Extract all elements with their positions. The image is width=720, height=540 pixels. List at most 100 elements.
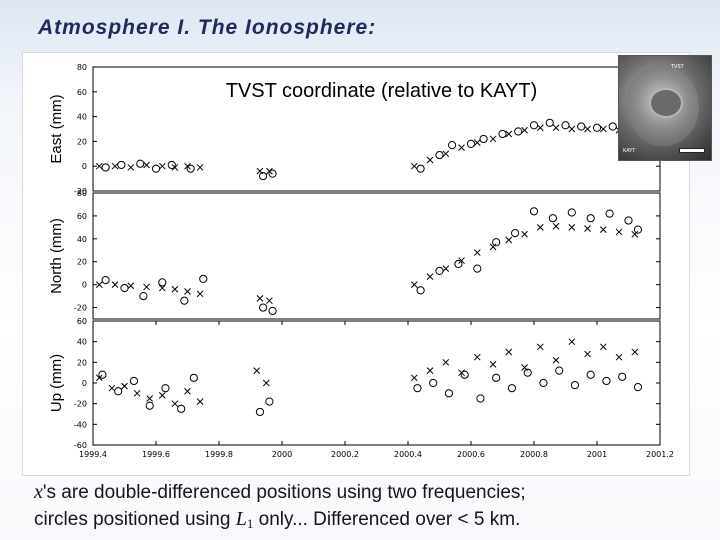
x-tick-label: 2000.2 xyxy=(331,450,359,459)
data-point-circle xyxy=(529,207,539,216)
data-point-circle xyxy=(180,296,189,305)
y-tick-label: 0 xyxy=(82,379,87,388)
data-point-x xyxy=(108,384,116,392)
data-point-x xyxy=(473,139,481,146)
y-tick-label: 60 xyxy=(77,317,87,326)
data-point-circle xyxy=(507,384,517,393)
data-point-circle xyxy=(98,370,107,379)
data-point-circle xyxy=(101,163,110,172)
data-point-x xyxy=(256,167,264,175)
data-point-circle xyxy=(161,384,170,393)
data-point-circle xyxy=(454,259,463,269)
data-point-circle xyxy=(624,216,633,225)
data-point-circle xyxy=(158,278,167,287)
data-point-x xyxy=(568,125,576,133)
data-point-circle xyxy=(608,122,617,131)
data-point-circle xyxy=(167,160,176,170)
data-point-x xyxy=(171,400,179,408)
y-tick-label: -20 xyxy=(74,304,87,313)
data-point-circle xyxy=(101,275,110,285)
x-tick-label: 2000.6 xyxy=(457,450,485,459)
data-point-x xyxy=(196,164,204,171)
data-point-x xyxy=(615,228,623,236)
y-tick-label: 40 xyxy=(77,113,87,122)
caption-line-1-text: 's are double-differenced positions usin… xyxy=(42,482,526,503)
data-point-x xyxy=(536,124,544,132)
data-point-x xyxy=(121,382,128,390)
data-point-circle xyxy=(259,172,268,181)
data-point-circle xyxy=(268,169,277,178)
data-point-x xyxy=(426,156,434,164)
data-point-x xyxy=(489,361,497,368)
chart-title: TVST coordinate (relative to KAYT) xyxy=(226,80,538,102)
crater-shape xyxy=(649,88,683,118)
y-tick-label: 80 xyxy=(77,189,87,198)
data-point-x xyxy=(536,343,544,351)
data-point-x xyxy=(599,343,607,351)
data-point-x xyxy=(196,398,204,405)
data-point-circle xyxy=(473,264,482,273)
slide-title: Atmosphere I. The Ionosphere: xyxy=(38,16,377,39)
inset-aerial-photo: TVST KAYT xyxy=(618,55,712,161)
data-point-circle xyxy=(145,401,154,410)
x-tick-label: 2001 xyxy=(587,450,607,459)
data-point-x xyxy=(143,161,150,169)
data-point-x xyxy=(253,367,261,374)
data-point-circle xyxy=(189,373,198,382)
data-point-x xyxy=(458,144,465,151)
data-point-circle xyxy=(259,303,268,312)
data-point-x xyxy=(552,356,560,364)
x-tick-label: 2000.8 xyxy=(520,450,548,459)
y-tick-label: -60 xyxy=(74,441,87,450)
x-tick-label: 1999.4 xyxy=(79,450,107,459)
data-point-circle xyxy=(444,389,454,398)
data-point-circle xyxy=(492,238,501,247)
data-point-x xyxy=(599,125,607,133)
data-point-circle xyxy=(255,407,265,417)
data-point-x xyxy=(256,295,264,302)
y-tick-label: -40 xyxy=(74,420,87,429)
data-point-circle xyxy=(492,373,501,382)
y-tick-label: 40 xyxy=(77,235,87,244)
panel-frame-2 xyxy=(92,320,661,446)
data-point-circle xyxy=(177,404,186,413)
data-point-x xyxy=(584,225,591,232)
caption-line-1: x's are double-differenced positions usi… xyxy=(34,479,694,506)
data-point-circle xyxy=(633,225,643,234)
data-point-x xyxy=(442,150,450,158)
data-point-x xyxy=(266,297,273,305)
data-point-x xyxy=(473,353,481,361)
data-point-circle xyxy=(129,376,139,386)
y-axis-label: North (mm) xyxy=(48,218,65,294)
data-point-circle xyxy=(120,283,129,293)
y-tick-label: 0 xyxy=(82,281,87,290)
data-point-circle xyxy=(136,159,145,168)
inset-label-kayt: KAYT xyxy=(623,148,636,154)
data-point-x xyxy=(426,273,434,280)
x-tick-label: 2000.4 xyxy=(394,450,422,459)
data-point-x xyxy=(262,379,270,387)
data-point-x xyxy=(599,226,607,234)
data-point-circle xyxy=(268,306,277,316)
data-point-x xyxy=(158,284,166,292)
data-point-circle xyxy=(577,122,586,131)
data-point-x xyxy=(505,236,513,244)
data-point-circle xyxy=(602,376,611,386)
data-point-x xyxy=(458,257,465,264)
data-point-x xyxy=(184,387,191,395)
y-tick-label: 40 xyxy=(77,338,87,347)
data-point-circle xyxy=(605,209,614,218)
data-point-x xyxy=(171,285,179,293)
data-point-circle xyxy=(199,274,208,284)
data-point-circle xyxy=(448,141,457,150)
panel-frame-1 xyxy=(92,192,661,320)
data-point-x xyxy=(196,290,204,298)
y-tick-label: 20 xyxy=(77,137,87,146)
data-point-circle xyxy=(555,366,564,375)
data-point-circle xyxy=(114,387,123,396)
y-tick-label: 60 xyxy=(77,88,87,97)
data-point-circle xyxy=(586,214,595,223)
y-tick-label: 60 xyxy=(77,212,87,221)
data-point-x xyxy=(95,162,103,170)
data-point-x xyxy=(95,374,103,382)
